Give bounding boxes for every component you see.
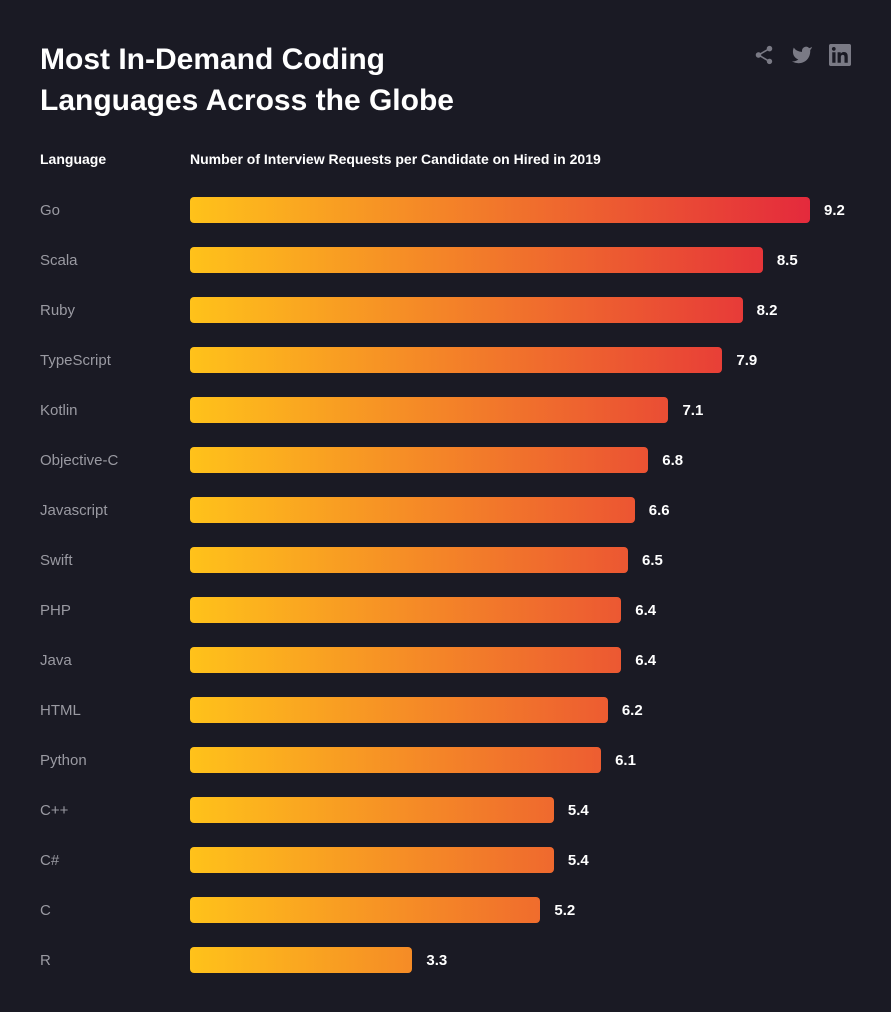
language-label: C bbox=[40, 902, 190, 919]
bar-row: C 5.2 bbox=[40, 885, 851, 935]
language-label: C++ bbox=[40, 802, 190, 819]
bar-value: 8.5 bbox=[777, 252, 798, 269]
bar-value: 6.6 bbox=[649, 502, 670, 519]
bar-area: 5.4 bbox=[190, 797, 851, 823]
bar-value: 6.2 bbox=[622, 702, 643, 719]
bar-row: Javascript 6.6 bbox=[40, 485, 851, 535]
bar-area: 8.2 bbox=[190, 297, 851, 323]
twitter-icon[interactable] bbox=[791, 44, 813, 71]
bar-area: 6.4 bbox=[190, 597, 851, 623]
bar-value: 7.1 bbox=[682, 402, 703, 419]
bar-value: 6.4 bbox=[635, 602, 656, 619]
bar-area: 7.9 bbox=[190, 347, 851, 373]
bar-value: 5.4 bbox=[568, 852, 589, 869]
bar-area: 6.8 bbox=[190, 447, 851, 473]
share-icon[interactable] bbox=[753, 44, 775, 71]
bar bbox=[190, 847, 554, 873]
bar bbox=[190, 797, 554, 823]
bar-area: 6.4 bbox=[190, 647, 851, 673]
bar-row: R 3.3 bbox=[40, 935, 851, 985]
language-label: HTML bbox=[40, 702, 190, 719]
bar-row: TypeScript 7.9 bbox=[40, 335, 851, 385]
bar bbox=[190, 947, 412, 973]
language-label: Java bbox=[40, 652, 190, 669]
bar-row: PHP 6.4 bbox=[40, 585, 851, 635]
bar bbox=[190, 397, 668, 423]
bar-row: HTML 6.2 bbox=[40, 685, 851, 735]
language-label: Javascript bbox=[40, 502, 190, 519]
bar-area: 5.2 bbox=[190, 897, 851, 923]
language-label: Kotlin bbox=[40, 402, 190, 419]
chart-container: Most In-Demand Coding Languages Across t… bbox=[0, 0, 891, 1005]
bar-row: Swift 6.5 bbox=[40, 535, 851, 585]
language-label: Ruby bbox=[40, 302, 190, 319]
bar-value: 6.8 bbox=[662, 452, 683, 469]
bar bbox=[190, 247, 763, 273]
bar-value: 6.5 bbox=[642, 552, 663, 569]
bar-row: Scala 8.5 bbox=[40, 235, 851, 285]
bar-area: 6.6 bbox=[190, 497, 851, 523]
column-header-language: Language bbox=[40, 151, 190, 167]
bar-area: 8.5 bbox=[190, 247, 851, 273]
bar bbox=[190, 897, 540, 923]
language-label: PHP bbox=[40, 602, 190, 619]
header-row: Most In-Demand Coding Languages Across t… bbox=[40, 40, 851, 121]
bar-area: 6.1 bbox=[190, 747, 851, 773]
bar-value: 5.4 bbox=[568, 802, 589, 819]
column-header-metric: Number of Interview Requests per Candida… bbox=[190, 151, 601, 167]
share-icons bbox=[753, 44, 851, 71]
bar bbox=[190, 297, 743, 323]
bar bbox=[190, 697, 608, 723]
bar-row: Java 6.4 bbox=[40, 635, 851, 685]
bar-area: 3.3 bbox=[190, 947, 851, 973]
bar-row: Python 6.1 bbox=[40, 735, 851, 785]
bar-row: Go 9.2 bbox=[40, 185, 851, 235]
language-label: R bbox=[40, 952, 190, 969]
bar bbox=[190, 447, 648, 473]
language-label: Go bbox=[40, 202, 190, 219]
bar-value: 9.2 bbox=[824, 202, 845, 219]
bar-row: Ruby 8.2 bbox=[40, 285, 851, 335]
bar bbox=[190, 747, 601, 773]
bar-value: 5.2 bbox=[554, 902, 575, 919]
bar-area: 5.4 bbox=[190, 847, 851, 873]
language-label: C# bbox=[40, 852, 190, 869]
bar-row: C# 5.4 bbox=[40, 835, 851, 885]
language-label: Objective-C bbox=[40, 452, 190, 469]
bar bbox=[190, 597, 621, 623]
bar-row: Objective-C 6.8 bbox=[40, 435, 851, 485]
language-label: Swift bbox=[40, 552, 190, 569]
language-label: Scala bbox=[40, 252, 190, 269]
language-label: Python bbox=[40, 752, 190, 769]
bar-value: 6.1 bbox=[615, 752, 636, 769]
page-title: Most In-Demand Coding Languages Across t… bbox=[40, 40, 540, 121]
bar-row: C++ 5.4 bbox=[40, 785, 851, 835]
column-headers: Language Number of Interview Requests pe… bbox=[40, 151, 851, 167]
chart-rows: Go 9.2 Scala 8.5 Ruby 8.2 TypeScript 7.9 Kotlin 7… bbox=[40, 185, 851, 985]
bar bbox=[190, 497, 635, 523]
bar-value: 3.3 bbox=[426, 952, 447, 969]
bar-area: 6.5 bbox=[190, 547, 851, 573]
bar-value: 7.9 bbox=[736, 352, 757, 369]
bar bbox=[190, 197, 810, 223]
bar-value: 8.2 bbox=[757, 302, 778, 319]
linkedin-icon[interactable] bbox=[829, 44, 851, 71]
bar-area: 9.2 bbox=[190, 197, 851, 223]
bar-row: Kotlin 7.1 bbox=[40, 385, 851, 435]
bar-area: 7.1 bbox=[190, 397, 851, 423]
bar bbox=[190, 347, 722, 373]
language-label: TypeScript bbox=[40, 352, 190, 369]
bar bbox=[190, 647, 621, 673]
bar bbox=[190, 547, 628, 573]
bar-area: 6.2 bbox=[190, 697, 851, 723]
bar-value: 6.4 bbox=[635, 652, 656, 669]
